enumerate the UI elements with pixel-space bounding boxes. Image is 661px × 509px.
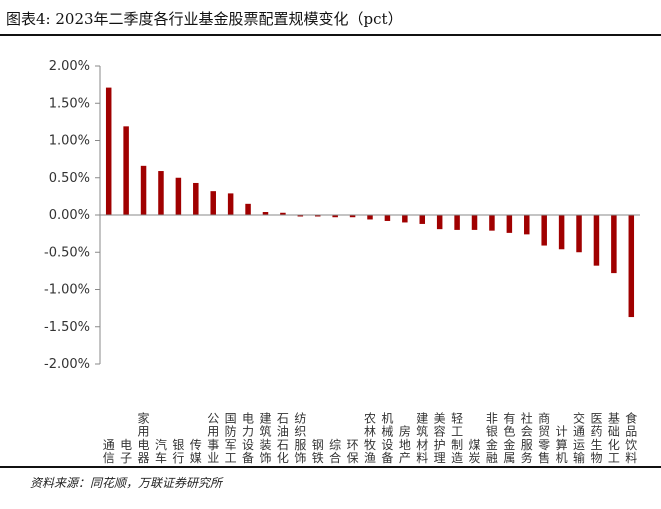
bar — [332, 215, 338, 218]
y-tick-label: -0.50% — [44, 245, 90, 260]
bar — [123, 126, 129, 215]
bar — [193, 182, 199, 215]
y-tick-label: -2.00% — [44, 357, 90, 372]
bar — [158, 171, 164, 215]
x-tick-label: 农林牧渔 — [364, 411, 376, 465]
x-tick-label: 医药生物 — [590, 411, 602, 465]
bar — [402, 215, 408, 223]
bar — [506, 215, 513, 233]
y-tick-label: -1.50% — [44, 320, 90, 335]
x-tick-label: 交通运输 — [573, 410, 585, 465]
bottom-rule — [0, 466, 661, 468]
bar — [524, 215, 530, 235]
source-note: 资料来源：同花顺，万联证券研究所 — [30, 476, 223, 490]
x-tick-label: 非银金融 — [486, 411, 498, 465]
figure-header: 图表4: 2023年二季度各行业基金股票配置规模变化（pct） — [0, 0, 661, 34]
bar — [280, 212, 286, 215]
x-tick-label: 银行 — [172, 438, 184, 465]
y-tick-label: 0.50% — [49, 171, 90, 186]
bar — [471, 215, 478, 230]
x-tick-label: 房地产 — [399, 424, 411, 465]
bar — [541, 215, 547, 246]
bar — [436, 215, 443, 230]
bar — [367, 215, 373, 220]
x-tick-label: 机械设备 — [381, 411, 393, 465]
x-tick-label: 国防军工 — [225, 411, 237, 465]
bar — [628, 215, 635, 318]
x-tick-label: 轻工制造 — [451, 411, 463, 465]
y-tick-label: 0.00% — [49, 208, 90, 223]
x-tick-label: 石油石化 — [277, 411, 289, 465]
bar — [297, 215, 304, 217]
bar — [227, 193, 234, 215]
figure-title: 图表4: 2023年二季度各行业基金股票配置规模变化（pct） — [6, 10, 403, 28]
x-tick-label: 综合 — [329, 438, 341, 465]
x-tick-label: 通信 — [103, 438, 115, 465]
x-tick-label: 电力设备 — [242, 411, 254, 465]
x-tick-label: 食品饮料 — [625, 410, 637, 465]
x-tick-label: 建筑材料 — [416, 411, 428, 465]
bar — [454, 215, 460, 230]
bar — [384, 215, 391, 221]
top-rule — [0, 34, 661, 36]
bar — [140, 165, 147, 215]
bars — [105, 87, 635, 318]
x-tick-label: 汽车 — [155, 437, 167, 465]
bar-chart: 2.00% 1.50% 1.00% 0.50% 0.00% -0.50% -1.00% -1.… — [44, 59, 640, 465]
x-tick-label: 社会服务 — [521, 410, 533, 465]
bar — [593, 215, 600, 266]
bar — [349, 215, 356, 218]
bar — [576, 215, 582, 253]
x-tick-label: 纺织服饰 — [294, 411, 306, 465]
bar — [175, 177, 182, 215]
x-tick-label: 美容护理 — [434, 411, 446, 465]
bar — [489, 215, 495, 231]
y-tick-label: 1.00% — [49, 134, 90, 149]
bar — [314, 215, 321, 217]
x-tick-label: 煤炭 — [469, 438, 481, 465]
y-tick-label: -1.00% — [44, 283, 90, 298]
bar — [558, 215, 565, 250]
bar — [105, 87, 112, 215]
bar — [419, 215, 426, 224]
x-tick-label: 基础化工 — [608, 411, 620, 465]
x-tick-label: 环保 — [347, 438, 359, 465]
x-tick-label: 公用事业 — [207, 411, 219, 465]
bar — [210, 191, 216, 215]
bar — [245, 203, 251, 215]
x-tick-label: 商贸零售 — [538, 410, 550, 465]
x-tick-labels: 通信电子家用电器汽车银行传媒公用事业国防军工电力设备建筑装饰石油石化纺织服饰钢铁… — [103, 410, 638, 465]
x-tick-label: 计算机 — [556, 425, 568, 465]
y-axis: 2.00% 1.50% 1.00% 0.50% 0.00% -0.50% -1.00% -1.… — [44, 59, 101, 372]
bar — [262, 212, 269, 215]
y-tick-label: 2.00% — [49, 59, 90, 74]
y-tick-label: 1.50% — [49, 96, 90, 111]
x-tick-label: 有色金属 — [503, 411, 515, 465]
x-tick-label: 传媒 — [190, 437, 202, 465]
x-tick-label: 建筑装饰 — [259, 411, 271, 465]
x-tick-label: 电子 — [120, 438, 132, 465]
x-tick-label: 钢铁 — [312, 438, 324, 465]
x-tick-label: 家用电器 — [138, 410, 150, 465]
bar — [611, 215, 617, 274]
